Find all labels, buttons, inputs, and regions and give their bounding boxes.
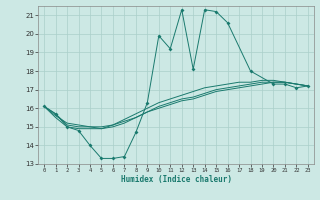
- X-axis label: Humidex (Indice chaleur): Humidex (Indice chaleur): [121, 175, 231, 184]
